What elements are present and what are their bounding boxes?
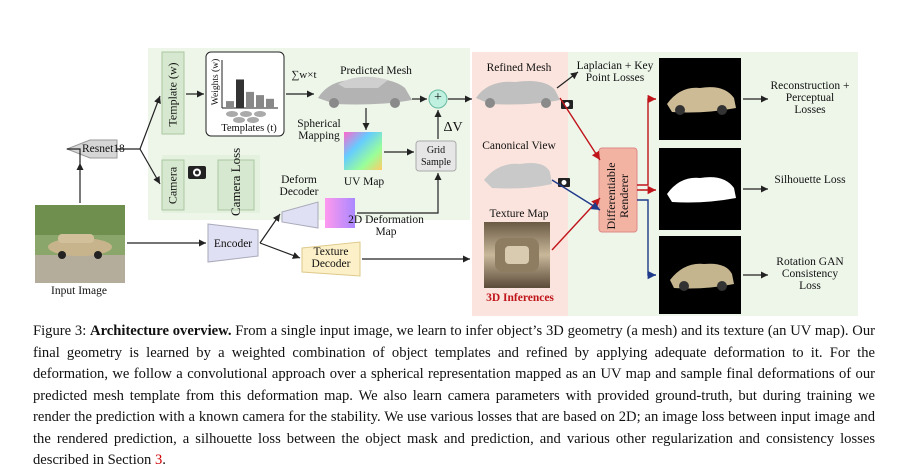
deformation-map bbox=[325, 198, 355, 228]
camera-icon-canonical bbox=[558, 178, 570, 187]
weight-bar bbox=[256, 95, 264, 108]
encoder-label: Encoder bbox=[213, 238, 253, 250]
weights-axis-label: Weights (w) bbox=[211, 58, 221, 106]
input-image bbox=[35, 205, 125, 283]
canonical-view bbox=[484, 163, 552, 189]
deform-decoder-block bbox=[281, 201, 319, 229]
template-label: Template (w) bbox=[165, 62, 180, 127]
weight-bar bbox=[266, 98, 274, 108]
deformation-map-label: 2D Deformation Map bbox=[348, 214, 424, 238]
texture-decoder-label: Texture Decoder bbox=[311, 246, 351, 270]
uv-map bbox=[344, 132, 382, 170]
section-reference-link[interactable]: 3 bbox=[155, 452, 163, 468]
camera-box bbox=[161, 159, 185, 211]
delta-v-label: ΔV bbox=[443, 120, 463, 135]
deform-decoder-label: Deform Decoder bbox=[279, 174, 319, 198]
caption-text: From a single input image, we learn to i… bbox=[33, 323, 875, 468]
texture-map-label: Texture Map bbox=[489, 208, 549, 220]
grid-sample-box bbox=[415, 140, 457, 172]
template-thumbnails bbox=[226, 111, 266, 123]
plus-label: + bbox=[434, 90, 442, 105]
architecture-figure: Input Image Resnet18 Template (w) Camera… bbox=[35, 48, 858, 316]
architecture-diagram bbox=[35, 48, 858, 316]
camera-loss-box bbox=[217, 159, 255, 211]
caption-prefix: Figure 3: bbox=[33, 323, 91, 339]
figure-caption: Figure 3: Architecture overview. From a … bbox=[33, 321, 875, 472]
rotation-label: Rotation GAN Consistency Loss bbox=[776, 256, 844, 292]
silhouette-label: Silhouette Loss bbox=[774, 174, 846, 186]
texture-decoder-block bbox=[301, 241, 361, 277]
encoder-block bbox=[207, 223, 259, 263]
weight-bar bbox=[246, 91, 254, 108]
inferences-label: 3D Inferences bbox=[486, 292, 554, 304]
laplacian-label: Laplacian + Key Point Losses bbox=[576, 60, 654, 84]
texture-map bbox=[484, 222, 550, 288]
resnet-label: Resnet18 bbox=[82, 143, 125, 155]
input-image-label: Input Image bbox=[51, 285, 107, 297]
canonical-view-label: Canonical View bbox=[482, 140, 556, 152]
templates-axis-label: Templates (t) bbox=[221, 123, 277, 134]
caption-end: . bbox=[162, 452, 166, 468]
weight-bar bbox=[226, 101, 234, 108]
refined-mesh-label: Refined Mesh bbox=[486, 62, 552, 74]
weights-bars bbox=[226, 79, 274, 108]
caption-title: Architecture overview. bbox=[90, 323, 232, 339]
spherical-mapping-label: Spherical Mapping bbox=[297, 118, 341, 142]
predicted-mesh bbox=[318, 76, 412, 108]
camera-loss-label: Camera Loss bbox=[228, 147, 243, 216]
predicted-mesh-label: Predicted Mesh bbox=[340, 65, 412, 77]
plus-node bbox=[428, 89, 448, 109]
camera-icon bbox=[188, 166, 206, 179]
uv-map-label: UV Map bbox=[343, 176, 385, 188]
camera-label: Camera bbox=[165, 166, 180, 205]
template-box bbox=[161, 51, 185, 135]
sum-label: ∑w×t bbox=[291, 69, 317, 81]
renderer-label: Differentiable Renderer bbox=[604, 162, 631, 230]
grid-sample-label: Grid Sample bbox=[421, 145, 451, 168]
reconstruction-label: Reconstruction + Perceptual Losses bbox=[770, 80, 850, 116]
weight-bar bbox=[236, 79, 244, 108]
refined-mesh bbox=[476, 81, 560, 108]
